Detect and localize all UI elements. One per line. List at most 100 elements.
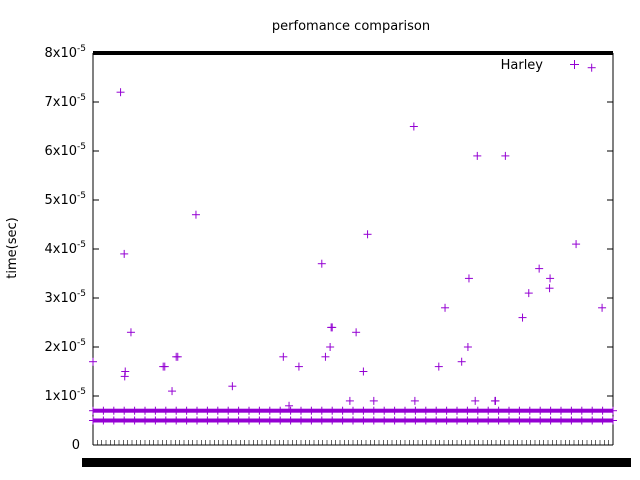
baseline-point [130,406,139,415]
baseline-point [245,406,253,415]
baseline-point [598,406,607,415]
baseline-point [494,406,503,415]
y-tick-label: 6x10-5 [45,142,87,159]
y-tick-label: 5x10-5 [45,191,87,208]
data-point [545,284,554,293]
baseline-point [109,406,118,415]
data-point [160,362,169,371]
y-tick-label-exponent: -5 [77,191,86,201]
data-point [369,396,378,405]
baseline-point [89,416,97,425]
baseline-point [307,416,316,425]
y-tick-label: 7x10-5 [45,93,87,110]
baseline-point [317,416,326,425]
data-point [471,396,480,405]
y-tick-label-exponent: -5 [77,240,86,250]
baseline-point [390,406,399,415]
baseline-point [505,416,513,425]
data-point [501,151,510,160]
series-layer [89,63,617,425]
baseline-point [234,416,243,425]
baseline-point [172,416,181,425]
baseline-point [577,416,586,425]
baseline-point [546,406,555,415]
baseline-point [328,406,337,415]
baseline-point [390,416,399,425]
baseline-point [203,416,212,425]
baseline-point [380,416,389,425]
baseline-point [380,406,389,415]
baseline-point [484,406,493,415]
baseline-point [525,406,534,415]
baseline-point [369,406,378,415]
baseline-point [120,416,129,425]
baseline-point [567,416,576,425]
baseline-point [442,406,451,415]
data-point [410,396,419,405]
data-point [491,396,500,405]
baseline-point [484,416,493,425]
data-point [279,352,288,361]
data-point [598,303,607,312]
baseline-point [359,406,368,415]
data-point [168,387,177,396]
data-point [464,274,473,283]
data-point [120,372,129,381]
baseline-point [130,416,139,425]
baseline-point [99,416,108,425]
baseline-point [494,416,503,425]
baseline-point [317,406,326,415]
data-point [434,362,443,371]
baseline-point [286,416,295,425]
baseline-point [577,406,586,415]
baseline-point [411,406,420,415]
data-point [116,88,125,97]
baseline-point [432,416,441,425]
data-point [409,122,418,131]
data-point [121,367,130,376]
data-point [191,210,200,219]
chart-title: perfomance comparison [272,19,430,34]
baseline-point [213,406,222,415]
y-axis-label: time(sec) [5,217,20,278]
baseline-point [234,406,243,415]
data-point [321,352,330,361]
baseline-point [453,406,461,415]
baseline-point [265,416,274,425]
baseline-point [276,416,285,425]
data-point [359,367,368,376]
baseline-point [193,416,201,425]
y-tick-label: 3x10-5 [45,289,87,306]
baseline-point [172,406,181,415]
baseline-point [276,406,285,415]
y-tick-label-exponent: -5 [77,142,86,152]
baseline-point [421,406,430,415]
y-tick-label: 1x10-5 [45,387,87,404]
data-point [363,230,372,239]
baseline-point [224,416,233,425]
baseline-point [297,406,305,415]
baseline-point [213,416,222,425]
data-point [126,328,135,337]
baseline-point [182,406,191,415]
baseline-point [473,416,482,425]
data-point [524,289,533,298]
baseline-point [473,406,482,415]
data-point [463,343,472,351]
baseline-point [463,416,472,425]
data-point [457,357,466,366]
baseline-point [546,416,555,425]
data-point [535,264,544,273]
baseline-point [109,416,118,425]
y-tick-label-exponent: -5 [77,44,86,54]
baseline-point [224,406,233,415]
baseline-point [203,406,212,415]
baseline-point [245,416,253,425]
data-point [328,323,337,332]
baseline-point [161,406,170,415]
baseline-point [369,416,378,425]
baseline-point [505,406,513,415]
data-point [89,357,97,366]
y-tick-label: 4x10-5 [45,240,87,257]
baseline-point [193,406,201,415]
